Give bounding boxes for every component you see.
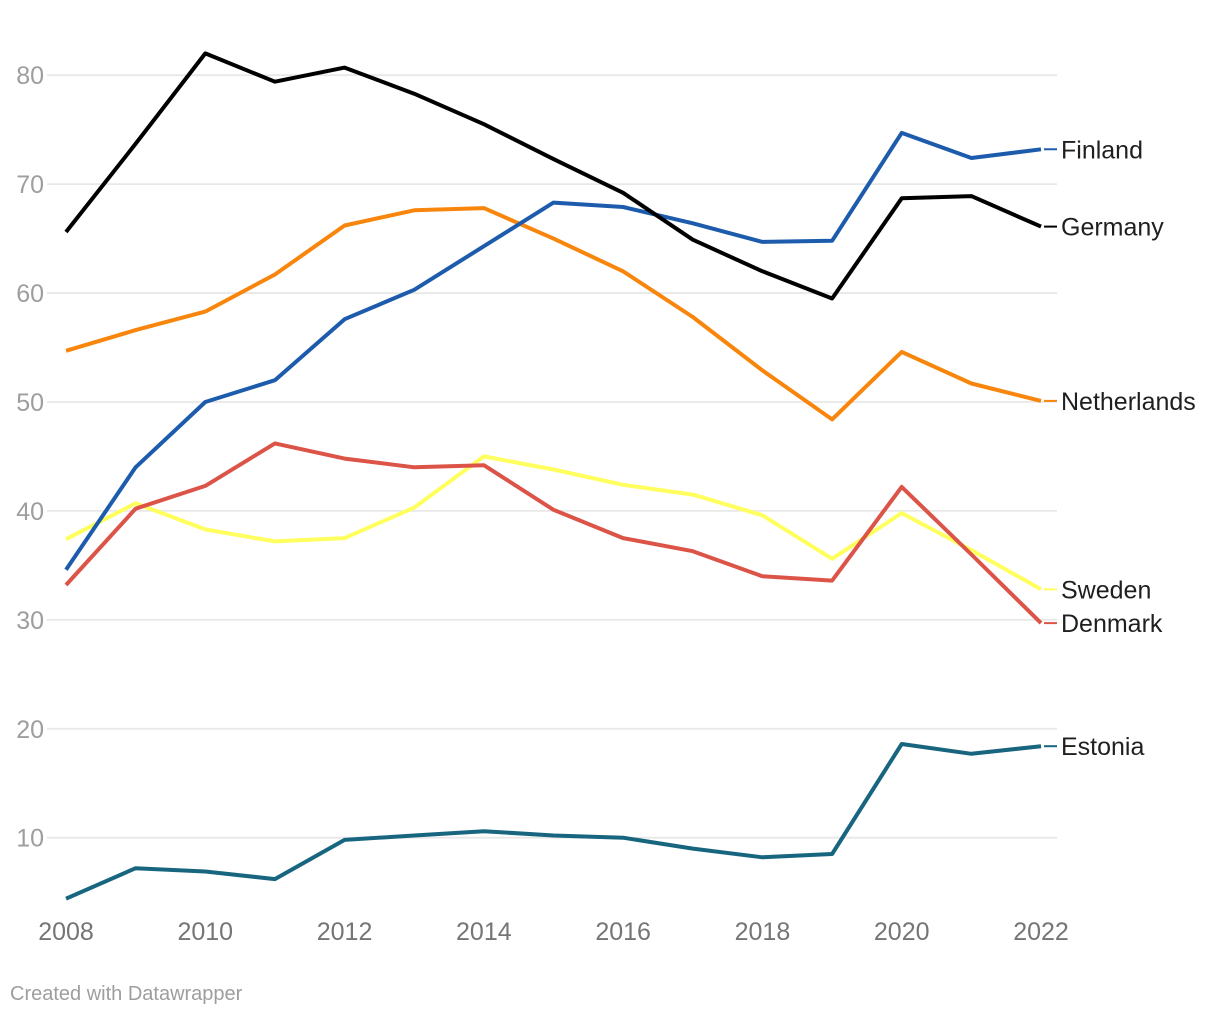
series-label-finland: Finland: [1061, 136, 1143, 164]
series-label-germany: Germany: [1061, 214, 1164, 242]
y-tick-label-10: 10: [16, 825, 44, 853]
x-tick-label-2018: 2018: [735, 918, 791, 946]
y-tick-label-20: 20: [16, 716, 44, 744]
x-tick-label-2010: 2010: [177, 918, 233, 946]
y-tick-label-60: 60: [16, 280, 44, 308]
credit-line: Created with Datawrapper: [10, 983, 243, 1005]
series-label-denmark: Denmark: [1061, 610, 1163, 638]
series-line-netherlands: [65, 206, 1042, 422]
y-tick-label-30: 30: [16, 607, 44, 635]
series-line-denmark: [64, 441, 1043, 625]
x-tick-label-2022: 2022: [1013, 918, 1069, 946]
x-tick-label-2008: 2008: [38, 918, 94, 946]
y-tick-label-40: 40: [16, 498, 44, 526]
series-line-estonia: [65, 742, 1042, 901]
y-tick-label-80: 80: [16, 62, 44, 90]
x-tick-label-2016: 2016: [595, 918, 651, 946]
series-line-germany: [64, 51, 1042, 301]
y-tick-label-70: 70: [16, 171, 44, 199]
x-tick-label-2012: 2012: [317, 918, 373, 946]
series-label-sweden: Sweden: [1061, 576, 1151, 604]
y-tick-label-50: 50: [16, 389, 44, 417]
series-line-sweden: [65, 454, 1042, 592]
series-line-finland: [64, 130, 1042, 571]
x-tick-label-2020: 2020: [874, 918, 930, 946]
series-label-netherlands: Netherlands: [1061, 388, 1196, 416]
series-label-estonia: Estonia: [1061, 733, 1144, 761]
x-tick-label-2014: 2014: [456, 918, 512, 946]
